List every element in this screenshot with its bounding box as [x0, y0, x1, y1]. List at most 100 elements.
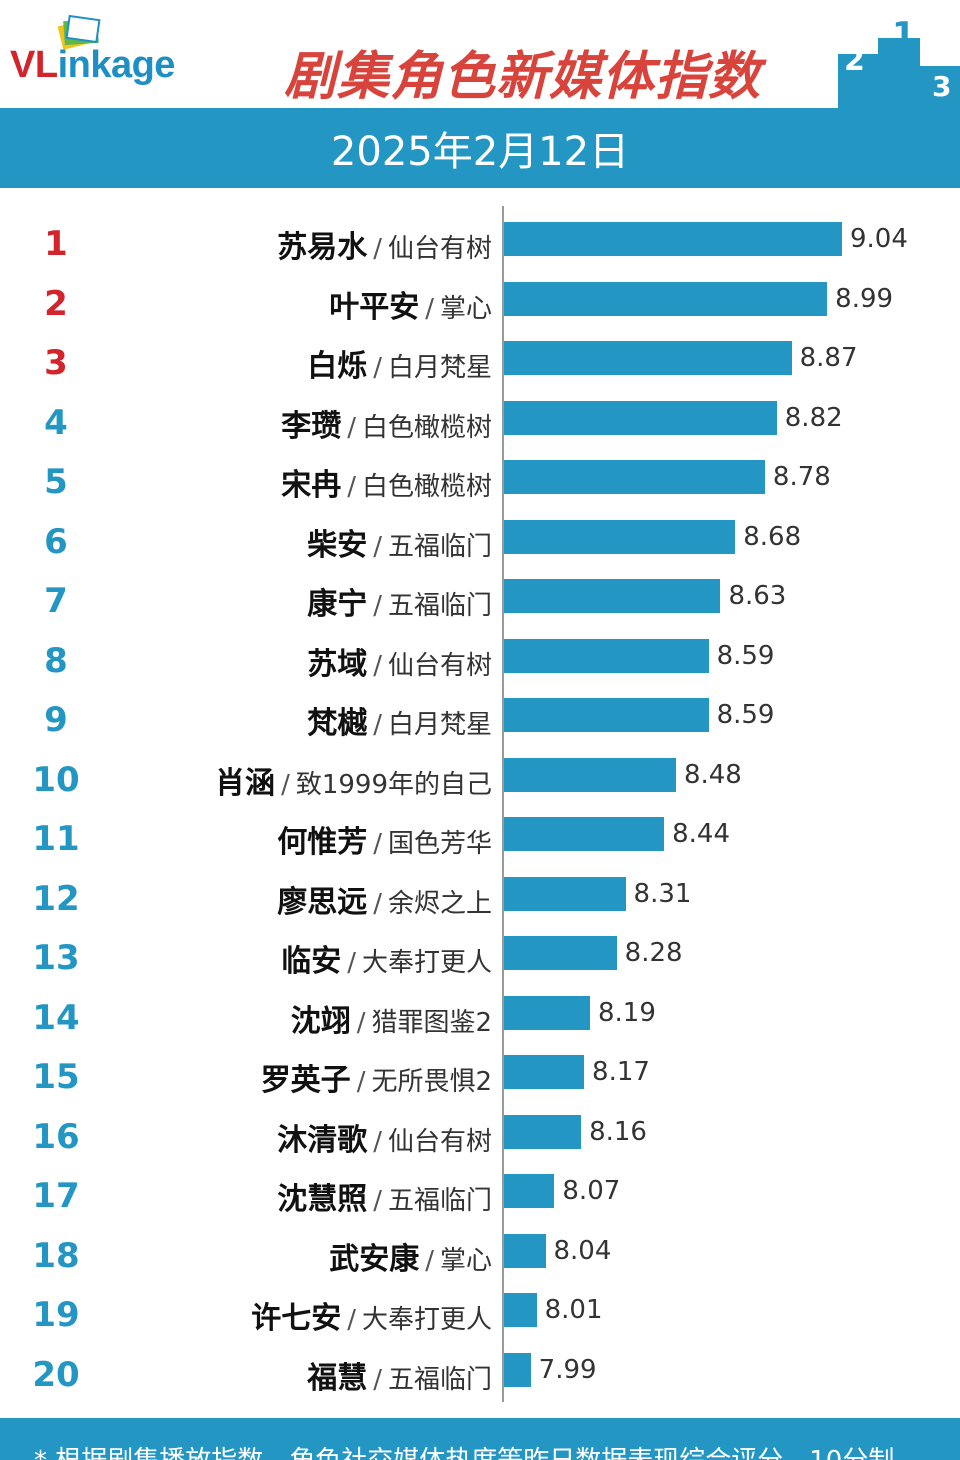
- drama-name: 无所畏惧2: [371, 1067, 492, 1097]
- drama-name: 五福临门: [387, 531, 492, 562]
- category-label: 临安 / 大奉打更人: [281, 936, 492, 980]
- category-label: 罗英子 / 无所畏惧2: [261, 1055, 492, 1099]
- chart-row: 2 叶平安 / 掌心 8.99: [0, 280, 960, 326]
- category-label: 苏域 / 仙台有树: [307, 639, 492, 683]
- rank-number: 18: [32, 1235, 80, 1276]
- rank-number: 15: [32, 1057, 80, 1097]
- chart-row: 6 柴安 / 五福临门 8.68: [0, 518, 960, 563]
- label-separator: /: [373, 650, 382, 681]
- drama-name: 五福临门: [387, 1364, 492, 1395]
- chart-row: 15 罗英子 / 无所畏惧2 8.17: [0, 1053, 960, 1099]
- rank-number: 14: [32, 997, 80, 1038]
- data-label: 8.59: [716, 640, 775, 671]
- category-label: 宋冉 / 白色橄榄树: [281, 460, 492, 504]
- data-label: 8.07: [562, 1176, 621, 1206]
- date-banner: 2025年2月12日: [0, 108, 960, 188]
- data-label: 8.68: [743, 521, 802, 552]
- bar: [504, 1293, 537, 1327]
- data-label: 8.44: [672, 819, 730, 849]
- data-label: 8.78: [772, 462, 831, 492]
- drama-name: 仙台有树: [387, 234, 492, 264]
- rank-number: 13: [32, 938, 80, 978]
- category-label: 何惟芳 / 国色芳华: [277, 817, 492, 861]
- chart-row: 9 梵樾 / 白月梵星 8.59: [0, 696, 960, 742]
- label-separator: /: [347, 1305, 356, 1335]
- svg-text:1: 1: [892, 15, 916, 55]
- category-label: 沈翊 / 猎罪图鉴2: [291, 996, 492, 1040]
- label-separator: /: [373, 531, 382, 562]
- footer-note-banner: * 根据剧集播放指数、角色社交媒体热度等昨日数据表现综合评分，10分制: [0, 1418, 960, 1460]
- bar: [504, 460, 765, 494]
- rank-number: 7: [44, 581, 68, 621]
- label-separator: /: [425, 293, 434, 324]
- drama-name: 掌心: [439, 293, 492, 324]
- rank-number: 1: [44, 224, 68, 264]
- data-label: 8.04: [553, 1235, 612, 1266]
- podium-icon: 2 1 3: [838, 15, 960, 108]
- footer-note: * 根据剧集播放指数、角色社交媒体热度等昨日数据表现综合评分，10分制: [34, 1440, 894, 1460]
- chart-row: 16 沐清歌 / 仙台有树 8.16: [0, 1113, 960, 1158]
- rank-number: 12: [32, 878, 80, 919]
- drama-name: 猎罪图鉴2: [371, 1007, 492, 1038]
- label-separator: /: [347, 472, 356, 502]
- category-label: 叶平安 / 掌心: [329, 282, 492, 326]
- svg-text:2: 2: [844, 43, 865, 78]
- bar: [504, 638, 709, 673]
- drama-name: 五福临门: [387, 591, 492, 621]
- character-name: 梵樾: [307, 706, 368, 741]
- chart-row: 10 肖涵 / 致1999年的自己 8.48: [0, 756, 960, 801]
- drama-name: 致1999年的自己: [295, 769, 492, 800]
- category-label: 李瓒 / 白色橄榄树: [281, 401, 492, 445]
- drama-name: 白色橄榄树: [361, 412, 492, 443]
- bar: [504, 519, 736, 554]
- data-label: 9.04: [850, 224, 908, 254]
- rank-number: 20: [32, 1354, 80, 1395]
- character-name: 武安康: [329, 1241, 420, 1277]
- character-name: 白烁: [307, 349, 368, 384]
- chart-row: 5 宋冉 / 白色橄榄树 8.78: [0, 458, 960, 504]
- category-label: 康宁 / 五福临门: [307, 579, 492, 623]
- bar: [504, 1174, 555, 1208]
- character-name: 宋冉: [281, 468, 342, 503]
- drama-name: 国色芳华: [387, 829, 492, 859]
- data-label: 8.82: [784, 402, 843, 433]
- drama-name: 大奉打更人: [361, 1305, 492, 1335]
- chart-row: 8 苏域 / 仙台有树 8.59: [0, 637, 960, 683]
- rank-number: 2: [44, 283, 68, 324]
- bar: [504, 995, 590, 1030]
- data-label: 8.17: [592, 1057, 650, 1087]
- chart-row: 11 何惟芳 / 国色芳华 8.44: [0, 815, 960, 861]
- label-separator: /: [281, 769, 290, 800]
- chart-row: 14 沈翊 / 猎罪图鉴2 8.19: [0, 994, 960, 1040]
- category-label: 廖思远 / 余烬之上: [277, 877, 492, 921]
- category-label: 苏易水 / 仙台有树: [277, 222, 492, 266]
- character-name: 福慧: [307, 1360, 368, 1396]
- rank-number: 4: [44, 402, 68, 443]
- chart-row: 19 许七安 / 大奉打更人 8.01: [0, 1291, 960, 1337]
- character-name: 苏域: [307, 646, 368, 682]
- data-label: 8.48: [683, 759, 742, 790]
- label-separator: /: [373, 234, 382, 264]
- rank-number: 10: [32, 759, 80, 800]
- chart-row: 4 李瓒 / 白色橄榄树 8.82: [0, 399, 960, 445]
- chart-row: 18 武安康 / 掌心 8.04: [0, 1232, 960, 1277]
- label-separator: /: [373, 591, 382, 621]
- rank-number: 9: [44, 700, 68, 740]
- label-separator: /: [373, 710, 382, 740]
- bar: [504, 1352, 531, 1387]
- bar: [504, 579, 721, 613]
- label-separator: /: [356, 1007, 366, 1038]
- data-label: 8.63: [728, 581, 787, 611]
- brand-logo: VLinkage: [10, 44, 175, 87]
- bar: [504, 222, 842, 256]
- drama-name: 掌心: [439, 1245, 492, 1276]
- character-name: 李瓒: [281, 408, 342, 444]
- data-label: 8.19: [597, 997, 656, 1028]
- category-label: 许七安 / 大奉打更人: [251, 1293, 492, 1337]
- drama-name: 仙台有树: [387, 1126, 492, 1157]
- category-label: 梵樾 / 白月梵星: [307, 698, 492, 742]
- bar: [504, 698, 709, 732]
- bar: [504, 281, 828, 316]
- label-separator: /: [425, 1245, 434, 1276]
